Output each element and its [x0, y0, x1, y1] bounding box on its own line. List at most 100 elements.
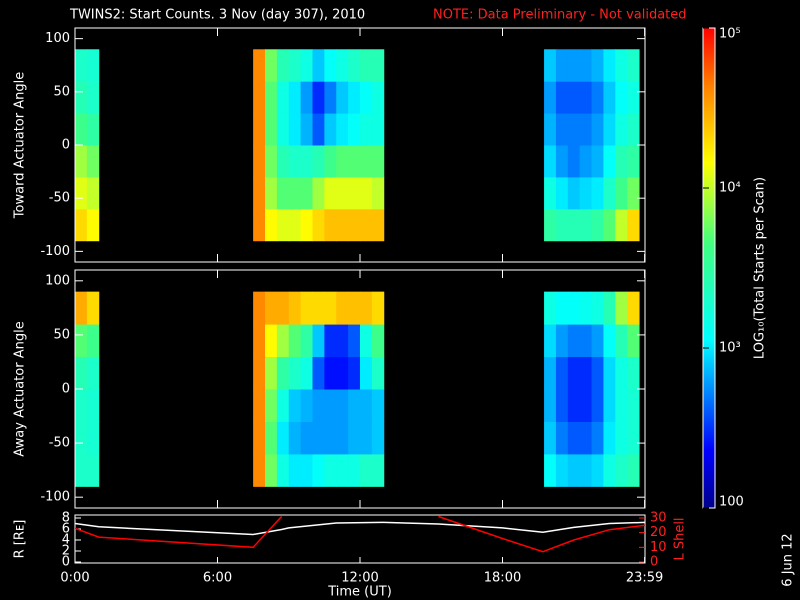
heat-cell — [603, 81, 616, 114]
y-tick-label: -100 — [40, 244, 70, 259]
heat-cell — [253, 453, 266, 487]
heat-cell — [86, 176, 100, 210]
heat-cell — [544, 113, 557, 146]
series-line — [75, 515, 645, 553]
heat-cell — [591, 49, 604, 82]
heat-cell — [579, 49, 593, 82]
heat-cell — [312, 291, 325, 325]
heat-cell — [579, 291, 593, 325]
heat-cell — [579, 389, 593, 422]
heat-cell — [75, 176, 88, 210]
heat-cell — [579, 453, 593, 487]
heat-cell — [288, 145, 302, 178]
heat-cell — [371, 291, 385, 325]
heat-cell — [615, 176, 628, 210]
y-tick-label: 4 — [62, 533, 70, 548]
heat-cell — [567, 113, 581, 146]
heat-cell — [348, 291, 361, 325]
x-tick-label: 0:00 — [60, 571, 89, 586]
heat-cell — [615, 81, 628, 114]
heat-cell — [265, 324, 278, 358]
heat-cell — [555, 324, 569, 358]
heat-cell — [371, 421, 385, 455]
heat-cell — [336, 324, 349, 358]
heat-cell — [300, 356, 313, 390]
heat-cell — [86, 389, 100, 422]
y-tick-label: -50 — [49, 191, 70, 206]
heat-cell — [276, 291, 290, 325]
heat-cell — [253, 81, 266, 114]
heat-cell — [288, 389, 302, 422]
heat-cell — [627, 49, 640, 82]
heat-cell — [348, 113, 361, 146]
heat-cell — [253, 291, 266, 325]
heat-cell — [288, 49, 302, 82]
heat-cell — [253, 421, 266, 455]
heat-cell — [555, 453, 569, 487]
y-tick-label: 2 — [62, 544, 70, 559]
heat-cell — [265, 389, 278, 422]
heat-cell — [288, 421, 302, 455]
heat-cell — [603, 291, 616, 325]
heat-cell — [615, 324, 628, 358]
heat-cell — [591, 176, 604, 210]
heat-cell — [603, 49, 616, 82]
heat-cell — [75, 291, 88, 325]
heat-cell — [300, 113, 313, 146]
heat-cell — [288, 208, 302, 242]
heat-cell — [591, 324, 604, 358]
heat-cell — [555, 113, 569, 146]
heat-cell — [591, 81, 604, 114]
heat-cell — [312, 421, 325, 455]
heat-cell — [253, 176, 266, 210]
colorbar-tick-label: 10⁵ — [719, 27, 741, 42]
heat-cell — [324, 176, 337, 210]
heat-cell — [336, 145, 349, 178]
heat-cell — [544, 81, 557, 114]
heat-cell — [544, 421, 557, 455]
heat-cell — [312, 208, 325, 242]
note: NOTE: Data Preliminary - Not validated — [433, 8, 687, 23]
heat-cell — [348, 389, 361, 422]
heat-cell — [627, 208, 640, 242]
y-axis-label: Toward Actuator Angle — [13, 72, 28, 219]
heat-cell — [288, 176, 302, 210]
heat-cell — [591, 421, 604, 455]
heat-cell — [567, 356, 581, 390]
y-tick-label: 6 — [62, 522, 70, 537]
y2-tick-label: 20 — [650, 525, 667, 540]
heat-cell — [75, 453, 88, 487]
heat-cell — [300, 291, 313, 325]
heat-cell — [312, 176, 325, 210]
heat-cell — [591, 113, 604, 146]
heat-cell — [544, 145, 557, 178]
heat-cell — [627, 453, 640, 487]
heat-cell — [336, 81, 349, 114]
heat-cell — [265, 356, 278, 390]
heat-cell — [555, 291, 569, 325]
heat-cell — [371, 81, 385, 114]
heat-cell — [360, 389, 373, 422]
heat-cell — [75, 49, 88, 82]
heat-cell — [288, 81, 302, 114]
heat-cell — [336, 291, 349, 325]
heat-cell — [276, 389, 290, 422]
heat-cell — [276, 81, 290, 114]
heat-cell — [288, 113, 302, 146]
heat-cell — [348, 208, 361, 242]
colorbar-tick-label: 10⁴ — [719, 181, 741, 196]
heat-cell — [555, 49, 569, 82]
heat-cell — [324, 208, 337, 242]
heat-cell — [265, 49, 278, 82]
y-tick-label: -100 — [40, 490, 70, 505]
heat-cell — [603, 389, 616, 422]
heat-cell — [603, 145, 616, 178]
heat-cell — [253, 49, 266, 82]
y-tick-label: -50 — [49, 436, 70, 451]
heat-cell — [627, 389, 640, 422]
heat-cell — [336, 208, 349, 242]
heat-cell — [627, 81, 640, 114]
heat-cell — [324, 421, 337, 455]
heat-cell — [265, 145, 278, 178]
